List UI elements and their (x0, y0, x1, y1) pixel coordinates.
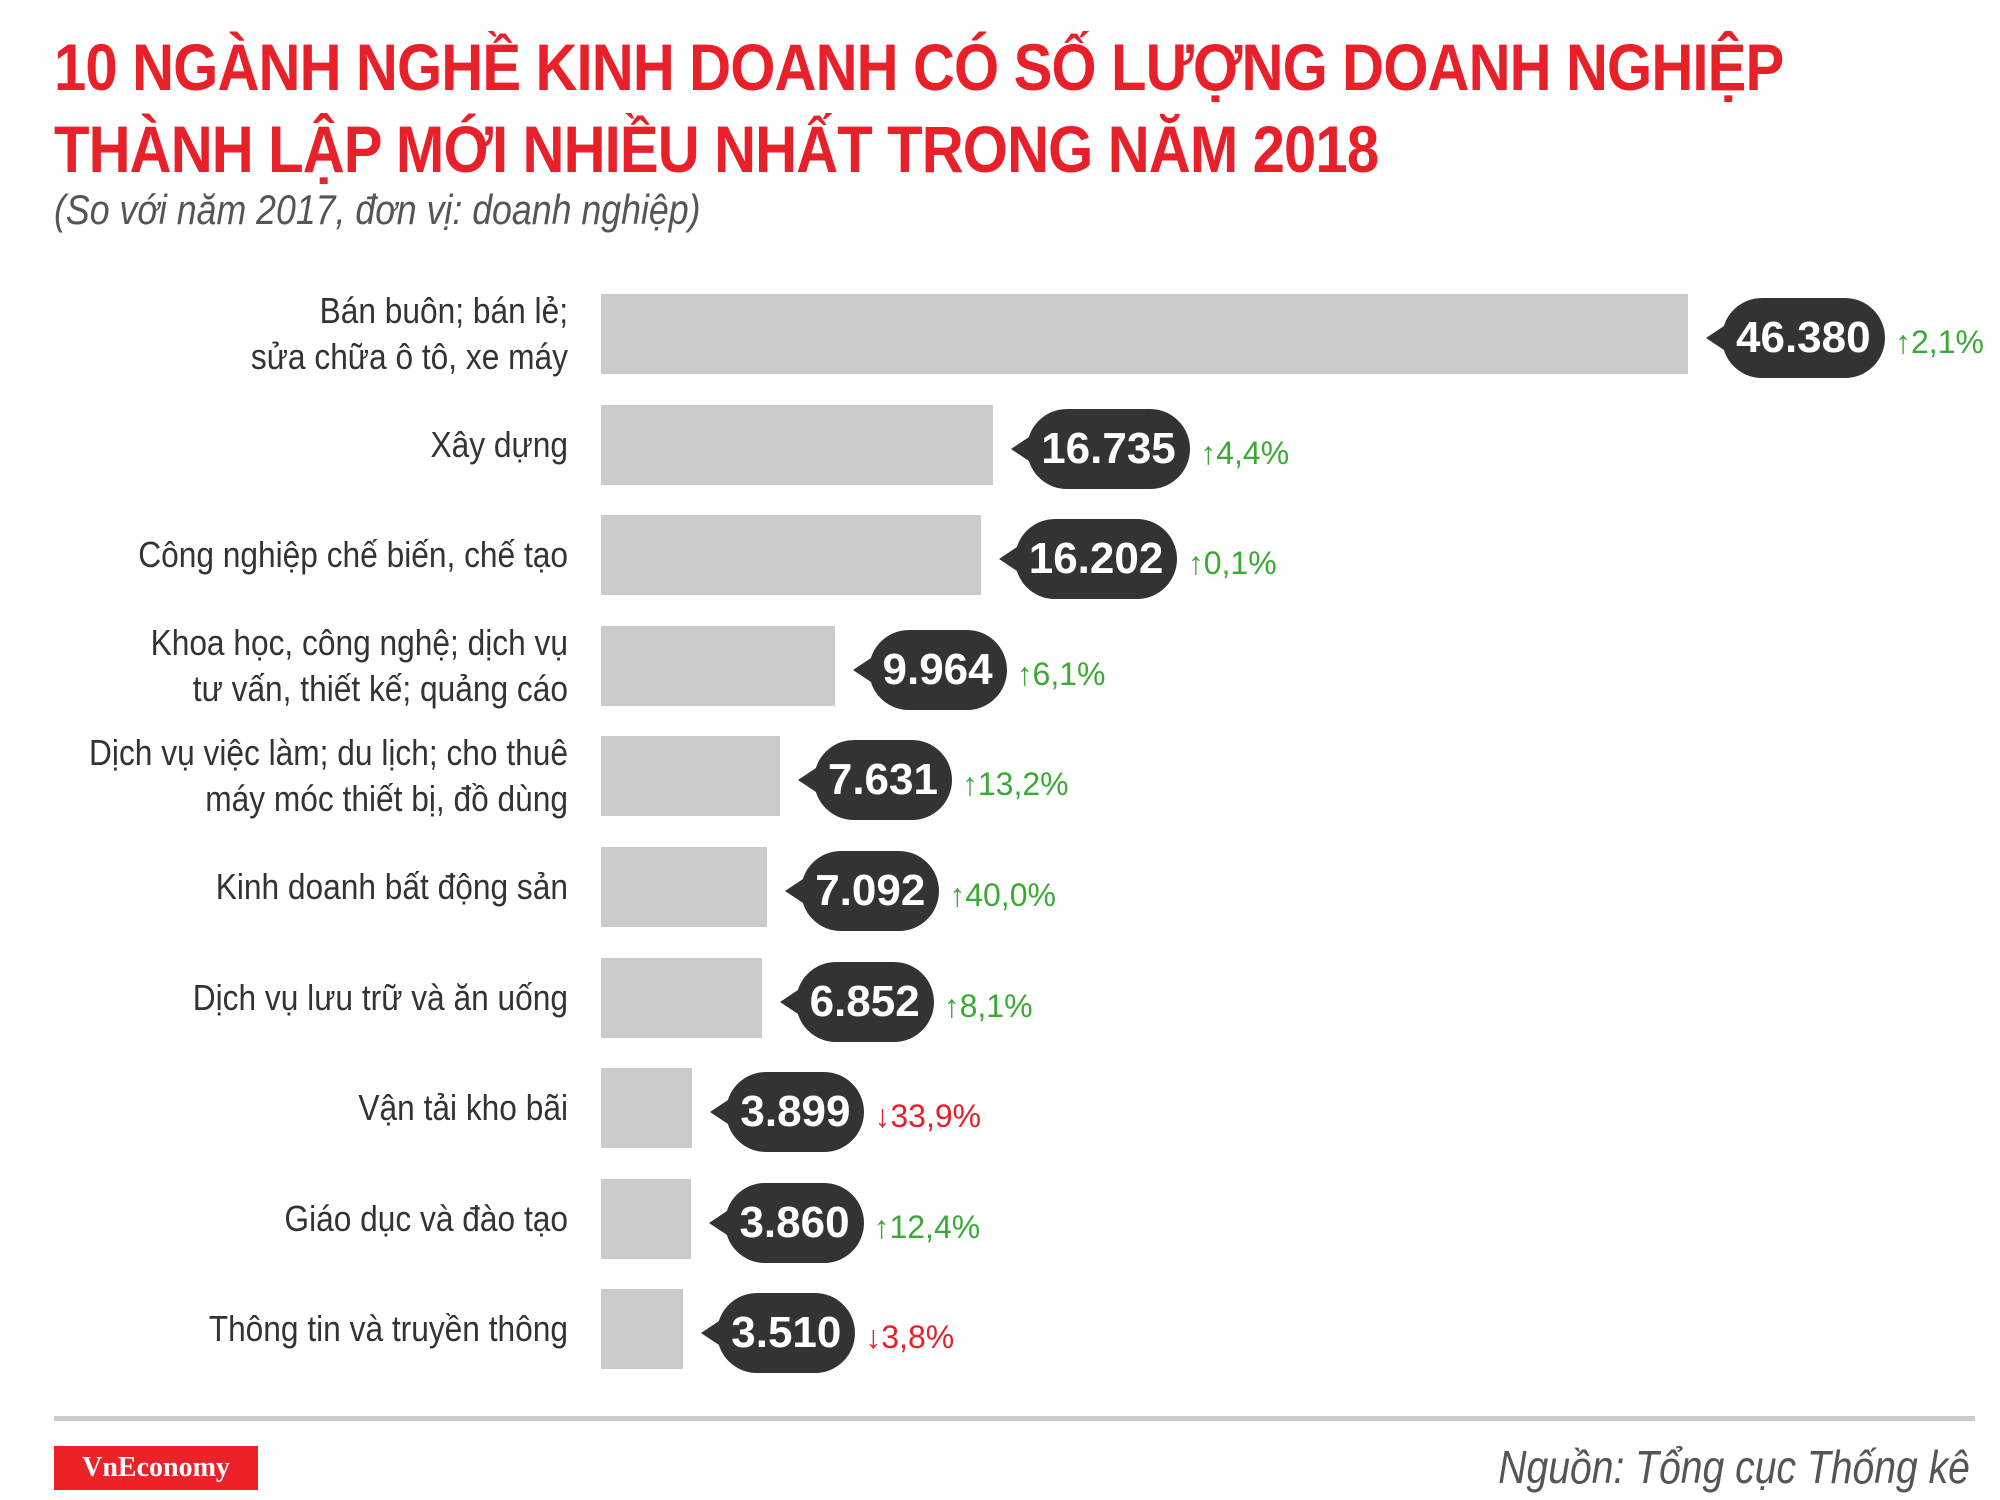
value-label: 6.852 (779, 961, 934, 1042)
chart-subtitle: (So với năm 2017, đơn vị: doanh nghiệp) (54, 186, 701, 233)
bar (601, 1178, 692, 1259)
value-label: 3.860 (709, 1182, 864, 1263)
change-label: ↑2,1% (1895, 324, 1984, 360)
category-label-line: máy móc thiết bị, đồ dùng (205, 778, 568, 820)
category-label: Dịch vụ việc làm; du lịch; cho thuê máy m… (75, 730, 568, 822)
bar (601, 736, 780, 817)
source-note: Nguồn: Tổng cục Thống kê (1498, 1441, 1970, 1493)
category-label-line: Dịch vụ việc làm; du lịch; cho thuê (89, 732, 568, 774)
change-label: ↓33,9% (874, 1098, 982, 1135)
category-label: Công nghiệp chế biến, chế tạo (75, 532, 568, 578)
category-label: Thông tin và truyền thông (75, 1306, 568, 1352)
change-label: ↑0,1% (1187, 545, 1277, 582)
category-label-line: Bán buôn; bán lẻ; (319, 290, 568, 331)
category-label-line: Xây dựng (430, 423, 568, 465)
title-line-2: THÀNH LẬP MỚI NHIỀU NHẤT TRONG NĂM 2018 (54, 112, 1379, 186)
chart-title: 10 NGÀNH NGHỀ KINH DOANH CÓ SỐ LƯỢNG DOA… (54, 26, 1784, 190)
category-label-line: Kinh doanh bất động sản (215, 866, 568, 907)
category-label: Xây dựng (75, 422, 568, 468)
change-label: ↑6,1% (1016, 655, 1106, 692)
value-label: 7.092 (785, 851, 940, 931)
category-label: Dịch vụ lưu trữ và ăn uống (75, 975, 568, 1021)
value-label: 16.202 (998, 519, 1178, 600)
change-label: ↑40,0% (949, 877, 1056, 913)
change-label: ↑12,4% (873, 1208, 981, 1245)
category-label-line: Khoa học, công nghệ; dịch vụ (150, 621, 568, 663)
value-label: 9.964 (852, 629, 1007, 710)
category-label-line: Giáo dục và đào tạo (284, 1197, 568, 1239)
bar (601, 404, 994, 485)
category-label: Bán buôn; bán lẻ; sửa chữa ô tô, xe máy (75, 288, 568, 380)
value-label: 3.510 (701, 1293, 856, 1374)
change-label: ↑13,2% (961, 766, 1069, 803)
category-label-line: tư vấn, thiết kế; quảng cáo (192, 667, 568, 709)
vneconomy-logo: VnEconomy (54, 1446, 258, 1490)
category-label-line: sửa chữa ô tô, xe máy (250, 336, 568, 377)
category-label: Vận tải kho bãi (75, 1085, 568, 1131)
value-label: 46.380 (1706, 298, 1885, 378)
change-label: ↑8,1% (943, 987, 1033, 1024)
value-label: 3.899 (710, 1072, 865, 1153)
bar (601, 1289, 684, 1370)
change-label: ↑4,4% (1200, 434, 1290, 471)
bar (601, 847, 768, 927)
divider (54, 1416, 1975, 1421)
value-label: 16.735 (1011, 408, 1190, 489)
category-label: Khoa học, công nghệ; dịch vụ tư vấn, thiế… (75, 620, 568, 712)
category-label: Kinh doanh bất động sản (75, 864, 568, 910)
value-label: 7.631 (797, 740, 952, 821)
bar (601, 1068, 693, 1149)
category-label-line: Công nghiệp chế biến, chế tạo (138, 534, 568, 576)
bar (601, 294, 1688, 374)
bar (601, 957, 762, 1038)
category-label-line: Vận tải kho bãi (358, 1087, 568, 1129)
category-label: Giáo dục và đào tạo (75, 1196, 568, 1242)
category-label-line: Dịch vụ lưu trữ và ăn uống (192, 976, 568, 1018)
bar (601, 515, 981, 596)
category-label-line: Thông tin và truyền thông (208, 1308, 568, 1350)
title-line-1: 10 NGÀNH NGHỀ KINH DOANH CÓ SỐ LƯỢNG DOA… (54, 30, 1784, 104)
bar (601, 625, 835, 706)
change-label: ↓3,8% (865, 1319, 955, 1356)
